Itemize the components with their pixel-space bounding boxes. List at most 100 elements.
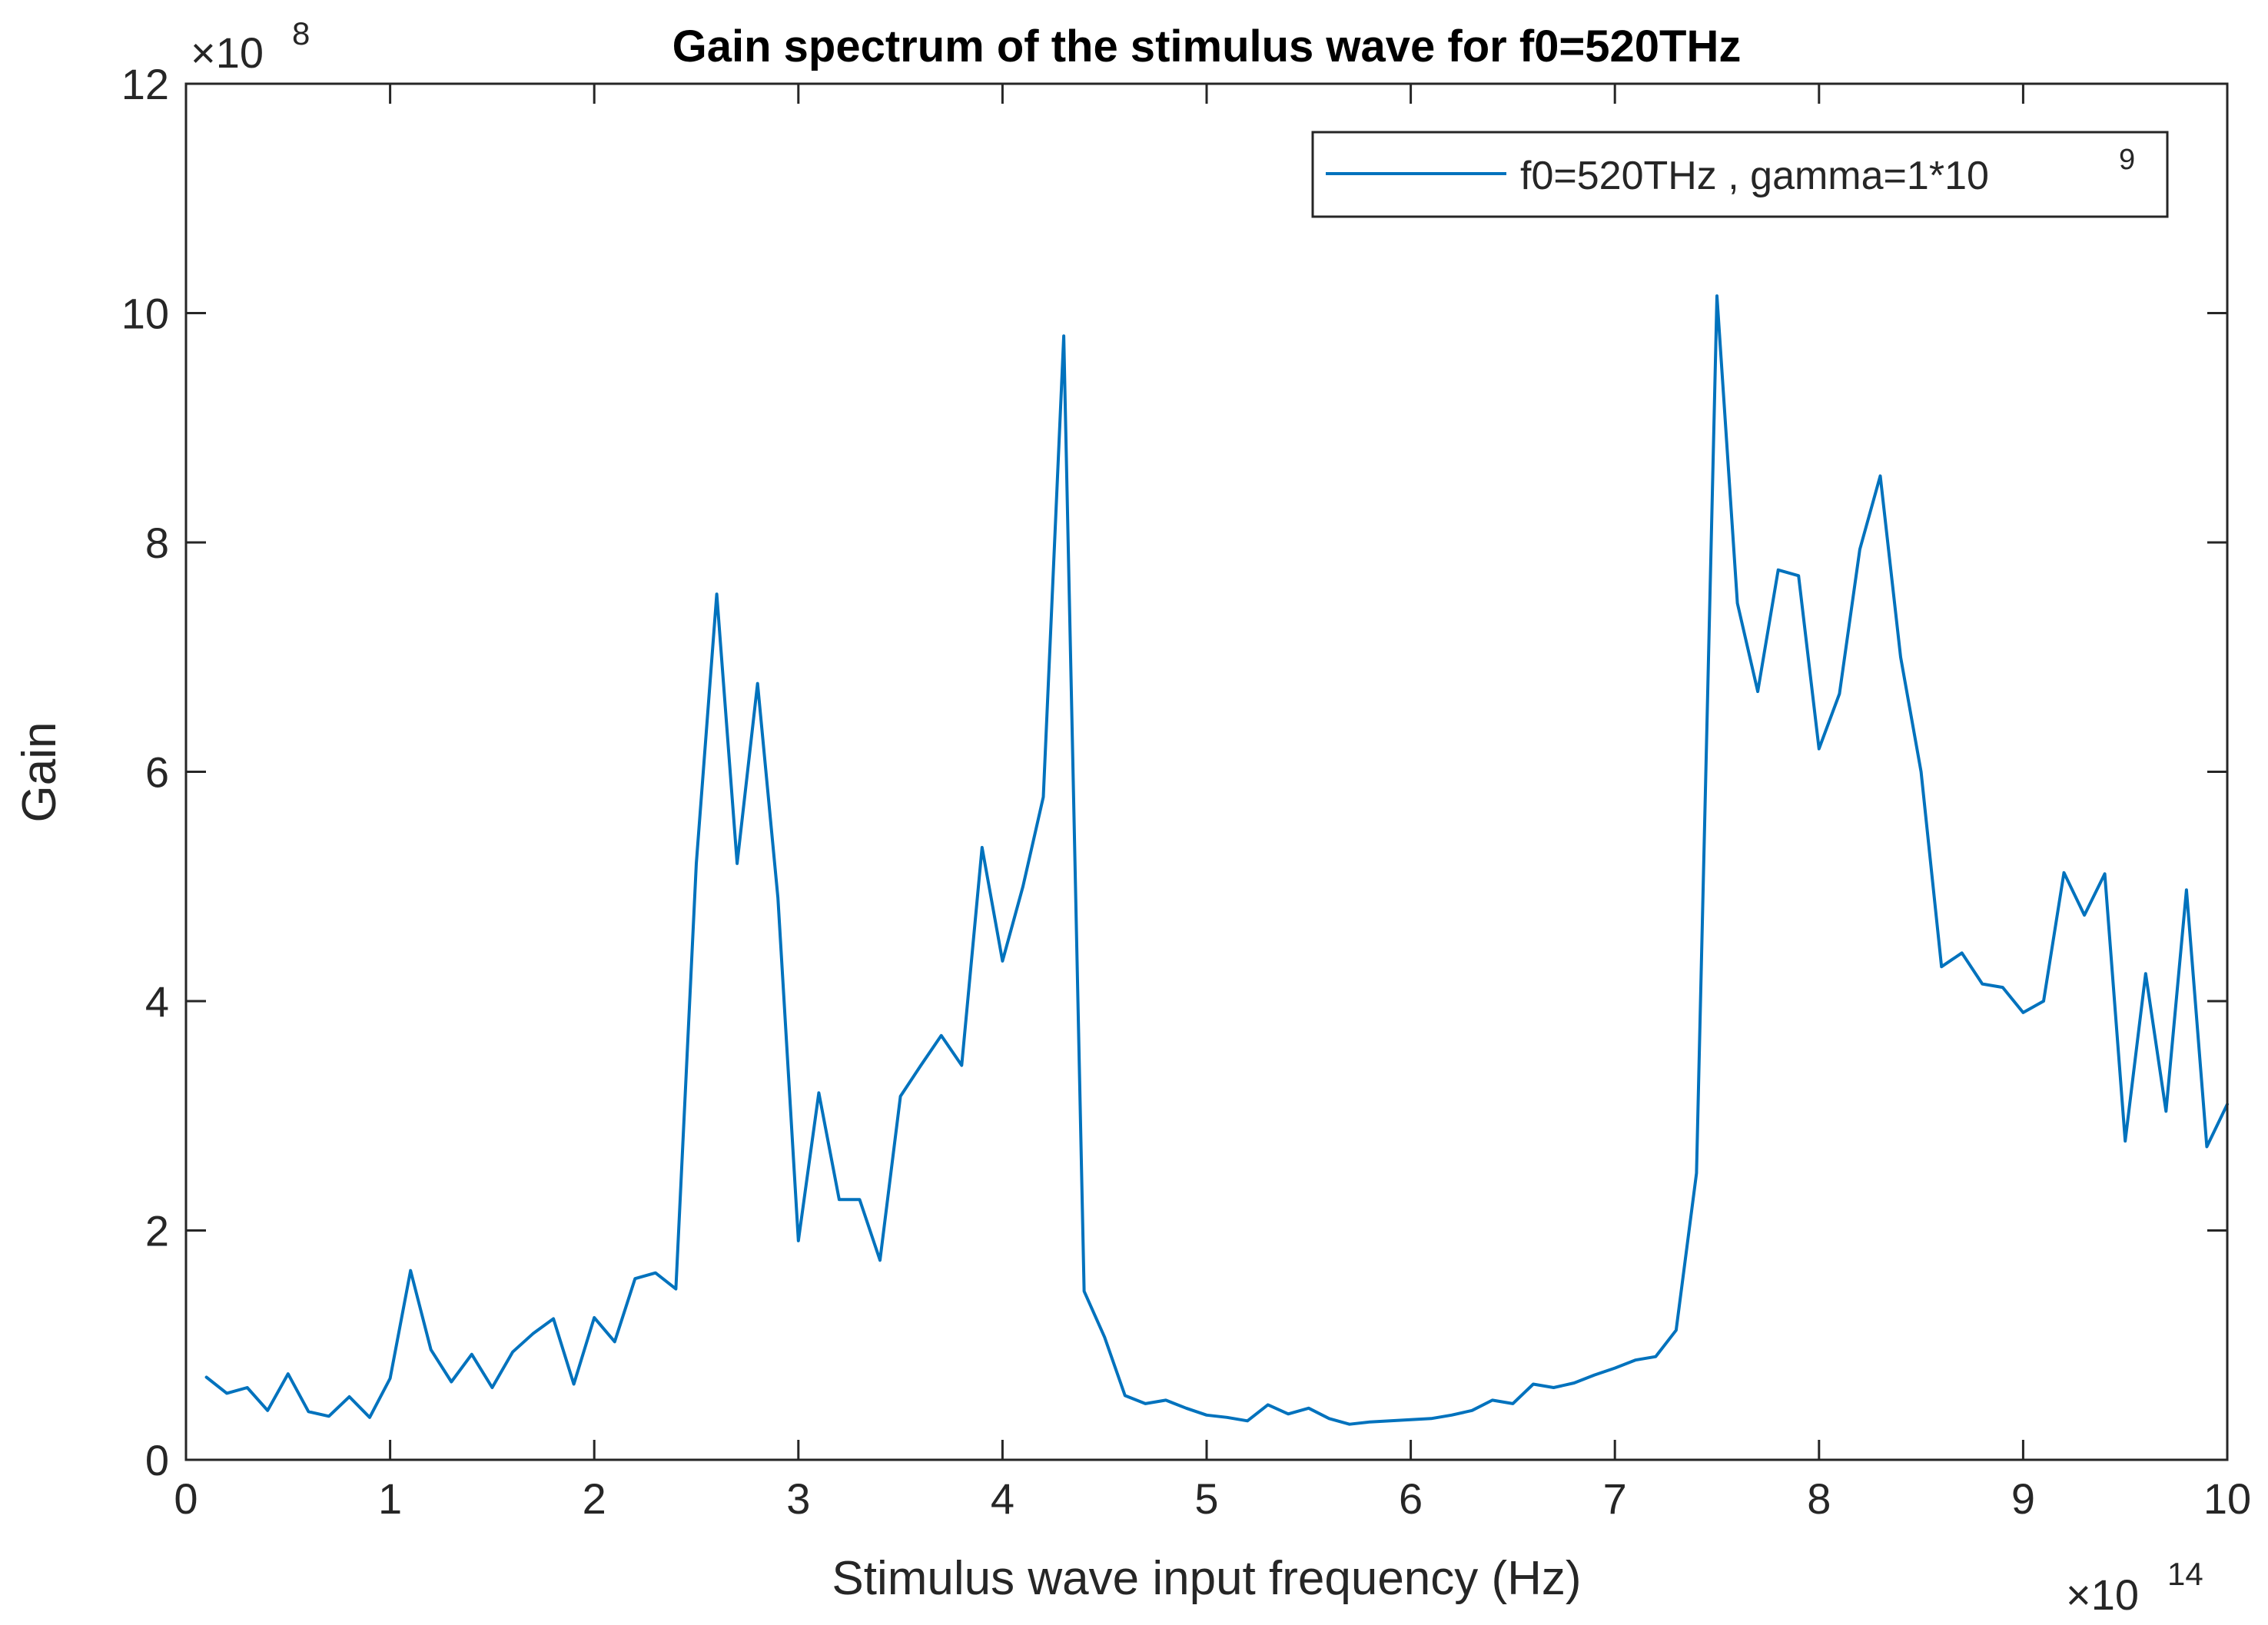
y-multiplier-exponent: 8 (292, 15, 310, 51)
data-point (1878, 473, 1882, 478)
y-tick-label: 2 (145, 1207, 169, 1255)
data-point (980, 845, 985, 850)
x-tick-label: 7 (1603, 1474, 1627, 1523)
data-point (673, 1287, 678, 1292)
x-axis-ticks: 0 1 2 3 4 5 6 7 8 9 10 (174, 84, 2251, 1523)
data-point (306, 1409, 310, 1414)
data-point (796, 1239, 801, 1243)
data-point (1184, 1406, 1188, 1411)
x-tick-label: 8 (1807, 1474, 1831, 1523)
data-point (327, 1414, 331, 1418)
x-tick-label: 5 (1194, 1474, 1218, 1523)
data-point (1429, 1416, 1433, 1421)
data-point (898, 1094, 903, 1099)
data-point (1531, 1381, 1536, 1386)
data-point (1735, 601, 1740, 605)
data-point (572, 1381, 576, 1386)
data-point (1164, 1398, 1168, 1402)
data-point (1367, 1420, 1372, 1424)
data-point (2082, 913, 2087, 917)
data-point (653, 1271, 658, 1275)
data-point (1245, 1418, 1250, 1423)
y-tick-label: 12 (121, 60, 169, 108)
data-point (2001, 985, 2005, 990)
data-point (1919, 770, 1924, 774)
data-point (1939, 964, 1944, 969)
data-point (715, 592, 719, 596)
y-tick-label: 0 (145, 1436, 169, 1484)
data-point (224, 1391, 229, 1395)
data-point (347, 1395, 351, 1399)
data-point (1858, 547, 1862, 552)
plot-area (186, 84, 2227, 1460)
data-point (1490, 1398, 1495, 1402)
data-point (531, 1332, 536, 1336)
data-point (2143, 971, 2148, 976)
data-point (1898, 655, 1903, 659)
data-point (2062, 871, 2067, 875)
data-point (2021, 1010, 2025, 1015)
data-point (918, 1063, 923, 1068)
data-point (1204, 1413, 1209, 1418)
data-point (694, 861, 699, 866)
data-point (1347, 1422, 1352, 1427)
data-point (367, 1415, 372, 1420)
legend: f0=520THz , gamma=1*10 9 (1311, 131, 2169, 218)
data-point (1000, 959, 1004, 963)
data-point (1286, 1411, 1290, 1416)
data-point (551, 1316, 556, 1321)
chart-title: Gain spectrum of the stimulus wave for f… (672, 22, 1742, 71)
x-tick-label: 1 (378, 1474, 402, 1523)
data-point (735, 861, 739, 866)
data-point (470, 1352, 474, 1357)
data-point (837, 1197, 842, 1202)
data-point (1266, 1402, 1270, 1407)
data-point (1715, 293, 1719, 298)
data-point (1102, 1335, 1107, 1339)
data-point (613, 1339, 617, 1344)
x-multiplier-base: ×10 (2066, 1570, 2139, 1619)
data-point (1041, 794, 1046, 799)
data-point (959, 1063, 964, 1068)
data-point (1592, 1373, 1597, 1378)
y-tick-label: 8 (145, 519, 169, 567)
y-multiplier-base: ×10 (191, 28, 264, 77)
x-tick-label: 10 (2203, 1474, 2251, 1523)
data-point (510, 1350, 515, 1355)
data-point (408, 1268, 413, 1273)
data-point (245, 1385, 250, 1390)
data-point (1653, 1355, 1658, 1359)
series-line (204, 294, 2229, 1426)
data-point (1633, 1358, 1638, 1362)
data-point (592, 1315, 596, 1320)
data-point (429, 1348, 433, 1352)
data-point (1061, 333, 1066, 338)
y-tick-label: 10 (121, 290, 169, 338)
x-tick-label: 9 (2011, 1474, 2035, 1523)
y-axis-ticks: 0 2 4 6 8 10 12 (121, 60, 2227, 1484)
data-point (2184, 887, 2189, 892)
data-point (2163, 1109, 2168, 1113)
x-tick-label: 2 (583, 1474, 606, 1523)
data-point (939, 1033, 944, 1038)
data-point (1143, 1401, 1147, 1406)
data-point (1449, 1413, 1454, 1418)
data-point (1409, 1418, 1413, 1422)
y-tick-label: 6 (145, 748, 169, 797)
data-point (1612, 1366, 1617, 1371)
data-point (1796, 573, 1801, 578)
data-point (1225, 1415, 1230, 1420)
data-point (2204, 1145, 2209, 1149)
data-point (1960, 950, 1964, 955)
data-point (857, 1197, 862, 1202)
data-point (1327, 1416, 1331, 1421)
x-axis-multiplier: ×10 14 (2066, 1556, 2203, 1619)
legend-entry-label: f0=520THz , gamma=1*10 (1520, 154, 1989, 198)
data-point (1694, 1171, 1699, 1176)
data-point (1980, 982, 1984, 987)
data-point (1082, 1289, 1087, 1294)
data-point (1837, 691, 1841, 696)
data-point (775, 896, 780, 900)
data-point (2103, 871, 2107, 876)
